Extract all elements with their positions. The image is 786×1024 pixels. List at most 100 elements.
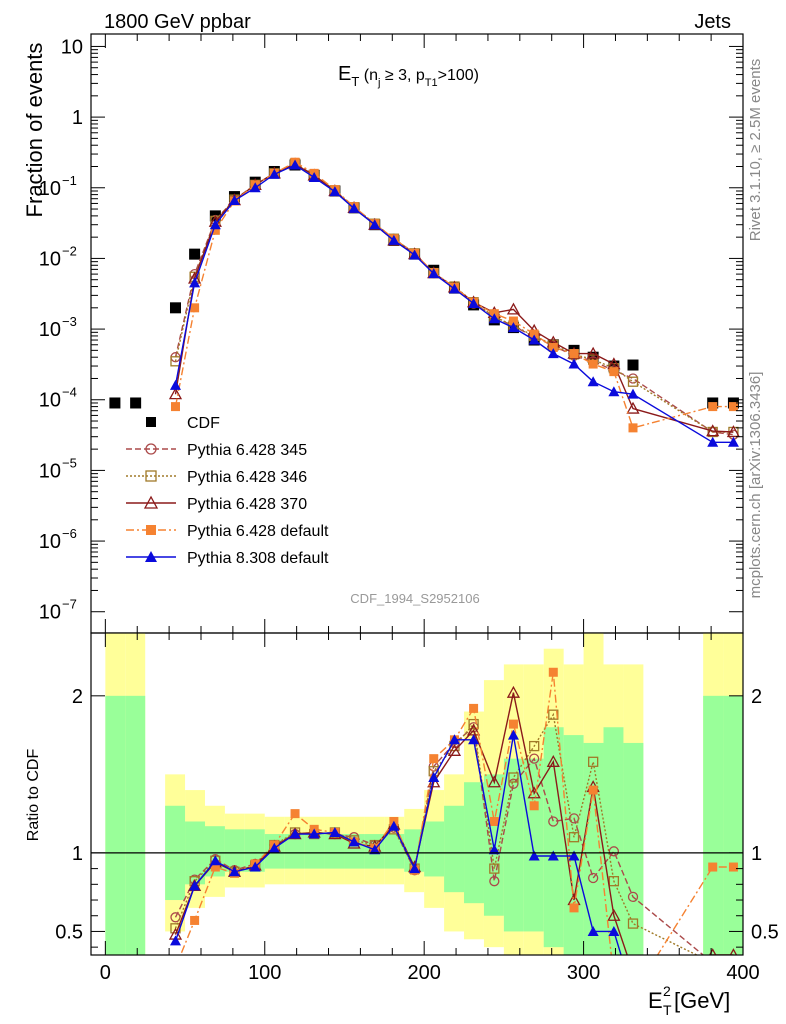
x-axis-label-subscript: T (663, 1002, 672, 1018)
data-point-pythia-8-308-default (448, 283, 460, 294)
data-point-pythia-8-308-default (268, 168, 280, 179)
uncertainty-band-green (503, 758, 524, 932)
legend-marker (146, 525, 156, 535)
ratio-point-pythia-6-428-default (548, 667, 558, 677)
ratio-series-pythia-8-308-default (169, 729, 622, 955)
legend-marker (145, 470, 157, 482)
ratio-point-pythia-6-428-345 (608, 846, 620, 857)
series-line-pythia-6-428-default (174, 161, 734, 429)
ratio-point-pythia-8-308-default (488, 844, 500, 855)
legend-entry-pythia-8-308-default: Pythia 8.308 default (126, 550, 329, 567)
series-pythia-6-428-370 (168, 157, 741, 438)
x-tick-label: 200 (407, 962, 440, 984)
collision-label: 1800 GeV ppbar (104, 11, 251, 33)
data-point-pythia-6-428-370 (706, 424, 720, 437)
data-point-pythia-8-308-default (308, 171, 320, 182)
ratio-y-tick-label: 1 (72, 843, 83, 865)
main-y-tick-label: 1 (72, 107, 83, 129)
uncertainty-band-green (324, 834, 345, 869)
ratio-y-axis-label: Ratio to CDF (25, 749, 42, 842)
legend-marker (143, 495, 159, 509)
legend-entry-cdf: CDF (146, 415, 220, 432)
data-point-pythia-6-428-370 (726, 425, 741, 438)
ratio-point-pythia-8-308-default (348, 836, 360, 847)
ratio-point-pythia-6-428-345 (627, 891, 639, 903)
data-point-pythia-6-428-default (569, 349, 579, 359)
uncertainty-band-green (563, 735, 584, 955)
ratio-plot-marks (168, 667, 738, 955)
data-point-pythia-8-308-default (488, 313, 500, 324)
data-point-pythia-8-308-default (209, 219, 221, 230)
series-line-pythia-6-428-345 (174, 162, 734, 436)
uncertainty-band-green (623, 742, 644, 955)
data-point-pythia-6-428-370 (586, 346, 600, 359)
ratio-point-pythia-8-308-default (468, 734, 480, 745)
ratio-point-pythia-8-308-default (608, 925, 620, 936)
legend-entry-pythia-6-428-370: Pythia 6.428 370 (126, 495, 307, 513)
ratio-point-pythia-6-428-default (190, 915, 200, 925)
data-point-pythia-6-428-345 (627, 373, 639, 384)
data-point-pythia-8-308-default (388, 234, 400, 245)
uncertainty-band-green (284, 834, 305, 869)
uncertainty-band-green (105, 695, 126, 955)
x-tick-label: 0 (100, 962, 111, 984)
legend-entry-pythia-6-428-346: Pythia 6.428 346 (126, 469, 307, 486)
ratio-point-pythia-8-308-default (568, 850, 580, 861)
mcplots-credit-label: mcplots.cern.ch [arXiv:1306.3436] (747, 372, 764, 599)
ratio-series-group (168, 667, 738, 955)
data-point-cdf (130, 397, 142, 409)
x-axis-label-superscript: 2 (663, 983, 671, 999)
x-axis-label: E 2 T [GeV] (648, 983, 730, 1018)
data-point-pythia-8-308-default (169, 379, 181, 390)
main-plot-marks (109, 157, 741, 447)
ratio-point-pythia-8-308-default (249, 861, 261, 872)
ratio-point-pythia-6-428-345 (489, 876, 500, 887)
uncertainty-band-green (304, 834, 325, 869)
main-y-tick-label: 10 (39, 319, 61, 341)
process-label: Jets (694, 11, 731, 33)
ratio-point-pythia-6-428-346 (489, 863, 500, 874)
ratio-point-pythia-6-428-default (290, 809, 300, 819)
main-y-tick-label: 10 (39, 460, 61, 482)
main-y-tick-exponent: −3 (62, 314, 77, 329)
ratio-point-pythia-6-428-default (429, 754, 439, 764)
main-y-tick-label: 10 (61, 36, 83, 58)
data-point-pythia-6-428-default (628, 423, 638, 433)
data-point-pythia-8-308-default (468, 298, 480, 309)
data-point-pythia-6-428-default (508, 316, 518, 326)
data-point-pythia-8-308-default (348, 202, 360, 213)
uncertainty-band-green (444, 805, 465, 893)
data-point-pythia-6-428-default (708, 402, 718, 412)
ratio-point-pythia-6-428-default (708, 862, 718, 872)
data-point-pythia-6-428-default (548, 342, 558, 352)
ratio-point-pythia-6-428-345 (529, 753, 540, 764)
main-y-tick-label: 10 (39, 390, 61, 412)
ratio-point-pythia-6-428-default (569, 903, 579, 913)
legend-marker (145, 551, 157, 562)
main-y-tick-label: 10 (39, 178, 61, 200)
uncertainty-band-green (384, 834, 405, 869)
data-point-pythia-6-428-default (170, 402, 180, 412)
data-point-cdf (189, 248, 201, 260)
ratio-point-pythia-6-428-346 (588, 756, 599, 767)
ratio-uncertainty-bands (105, 633, 743, 955)
series-pythia-6-428-345 (170, 158, 739, 440)
main-plot-border (90, 33, 744, 634)
data-point-pythia-6-428-default (588, 359, 598, 369)
ratio-point-pythia-8-308-default (268, 842, 280, 853)
main-y-tick-label: 10 (39, 531, 61, 553)
uncertainty-band-green (523, 758, 544, 932)
ratio-point-pythia-6-428-default (210, 862, 220, 872)
data-point-pythia-8-308-default (627, 388, 639, 399)
ratio-point-pythia-8-308-default (308, 828, 320, 839)
ratio-y-tick-label-right: 2 (751, 686, 762, 708)
ratio-point-pythia-8-308-default (409, 863, 421, 874)
legend-marker (146, 417, 156, 427)
ratio-point-pythia-6-428-default (469, 703, 479, 713)
data-point-pythia-6-428-370 (168, 387, 183, 400)
main-plot-title: ET (nj ≥ 3, pT1>100) (338, 63, 479, 89)
data-point-pythia-8-308-default (249, 182, 261, 193)
series-line-pythia-6-428-370 (174, 163, 734, 433)
ratio-y-tick-label-right: 1 (751, 843, 762, 865)
ratio-point-pythia-8-308-default (169, 935, 181, 946)
